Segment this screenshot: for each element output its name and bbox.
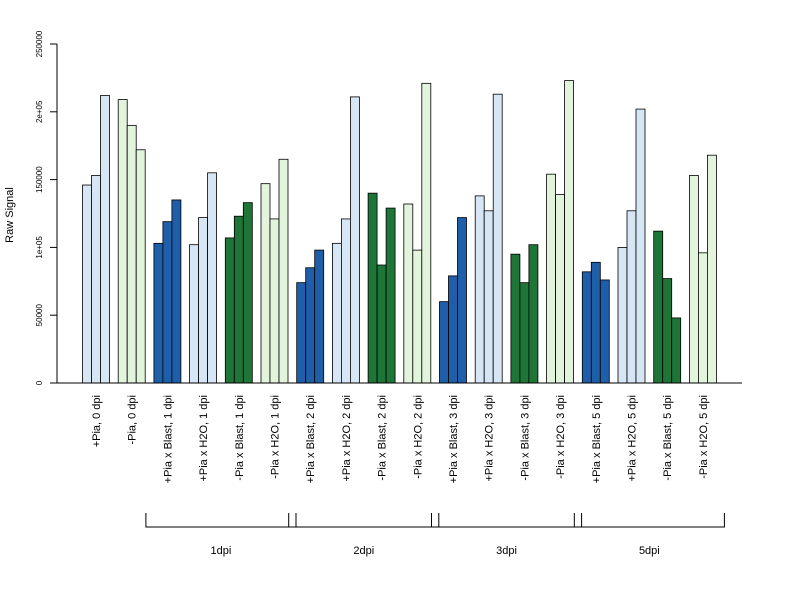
bar [528,244,539,384]
x-tick-label: +Pia x H2O, 3 dpi [484,395,496,482]
bar [617,246,628,384]
bar [457,217,467,384]
bar [82,184,92,384]
bar [483,210,494,384]
bar [412,249,423,384]
bar [581,271,592,384]
bar [126,124,137,384]
bar [224,237,235,384]
bar [171,199,182,384]
bar [698,252,708,384]
bar [519,282,530,384]
y-axis-label: Raw Signal [4,187,16,243]
y-tick-label: 50000 [35,304,44,327]
x-tick-label: -Pia x Blast, 3 dpi [519,395,531,481]
y-axis: 0 50000 1e+05 150000 2e+05 250000 [35,30,58,385]
bar [555,194,565,384]
bar [421,82,432,384]
bar [189,244,200,384]
x-tick-label: -Pia, 0 dpi [127,395,139,445]
bar [314,249,325,384]
bar [305,267,316,384]
time-bracket [145,513,297,528]
x-tick-label: +Pia x Blast, 1 dpi [162,395,174,483]
bar [653,230,664,384]
bar [153,242,164,384]
x-tick-label: -Pia x H2O, 3 dpi [555,395,567,479]
y-tick-label: 250000 [35,30,44,57]
bar [349,96,360,384]
y-tick-label: 1e+05 [35,236,44,259]
bar [296,282,307,384]
bar [198,217,209,384]
y-tick-label: 150000 [35,166,44,193]
bar [689,175,699,384]
x-tick-labels: +Pia, 0 dpi -Pia, 0 dpi +Pia x Blast, 1 dp… [91,395,710,483]
bar [260,183,271,384]
bar [590,261,601,384]
bar [117,99,128,384]
x-tick-label: +Pia x H2O, 5 dpi [627,395,639,482]
time-bracket [431,513,583,528]
bar [367,192,378,384]
bracket-label: 5dpi [639,545,660,557]
x-tick-label: -Pia x Blast, 2 dpi [377,395,389,481]
bar [269,218,280,384]
x-tick-label: -Pia x Blast, 5 dpi [662,395,674,481]
bar [474,195,485,384]
bracket-label: 2dpi [353,545,374,557]
bar [135,149,146,384]
bars [82,80,717,384]
bar [403,203,414,384]
x-tick-label: -Pia x H2O, 1 dpi [270,395,282,479]
bar [233,215,244,384]
bar [510,253,521,384]
bar [340,218,351,384]
bar [671,317,682,384]
bar [707,154,717,384]
bar [662,278,673,384]
x-tick-label: +Pia, 0 dpi [91,395,103,447]
bar [162,221,173,384]
x-tick-label: +Pia x Blast, 2 dpi [305,395,317,483]
bar [635,108,646,384]
time-bracket [288,513,440,528]
bracket-label: 1dpi [211,545,232,557]
bar [242,202,253,384]
bar [278,158,289,384]
bar [385,207,396,384]
bar [376,264,387,384]
bar [100,95,110,384]
bar [564,80,574,384]
bar [207,172,218,384]
x-tick-label: +Pia x Blast, 5 dpi [591,395,603,483]
bar [91,175,101,384]
bracket-label: 3dpi [496,545,517,557]
bar [331,242,342,384]
bar [439,301,449,384]
bar [492,93,503,384]
time-bracket [573,513,725,528]
time-brackets: 1dpi 2dpi 3dpi 5dpi [145,513,725,557]
y-tick-label: 0 [35,380,44,385]
y-tick-label: 2e+05 [35,100,44,123]
x-tick-label: -Pia x H2O, 2 dpi [412,395,424,479]
x-tick-label: +Pia x H2O, 1 dpi [198,395,210,482]
x-tick-label: +Pia x Blast, 3 dpi [448,395,460,483]
bar [599,279,610,384]
bar [448,275,458,384]
x-tick-label: -Pia x Blast, 1 dpi [234,395,246,481]
x-tick-label: -Pia x H2O, 5 dpi [698,395,710,479]
bar [546,173,556,384]
bar [626,210,637,384]
x-tick-label: +Pia x H2O, 2 dpi [341,395,353,482]
